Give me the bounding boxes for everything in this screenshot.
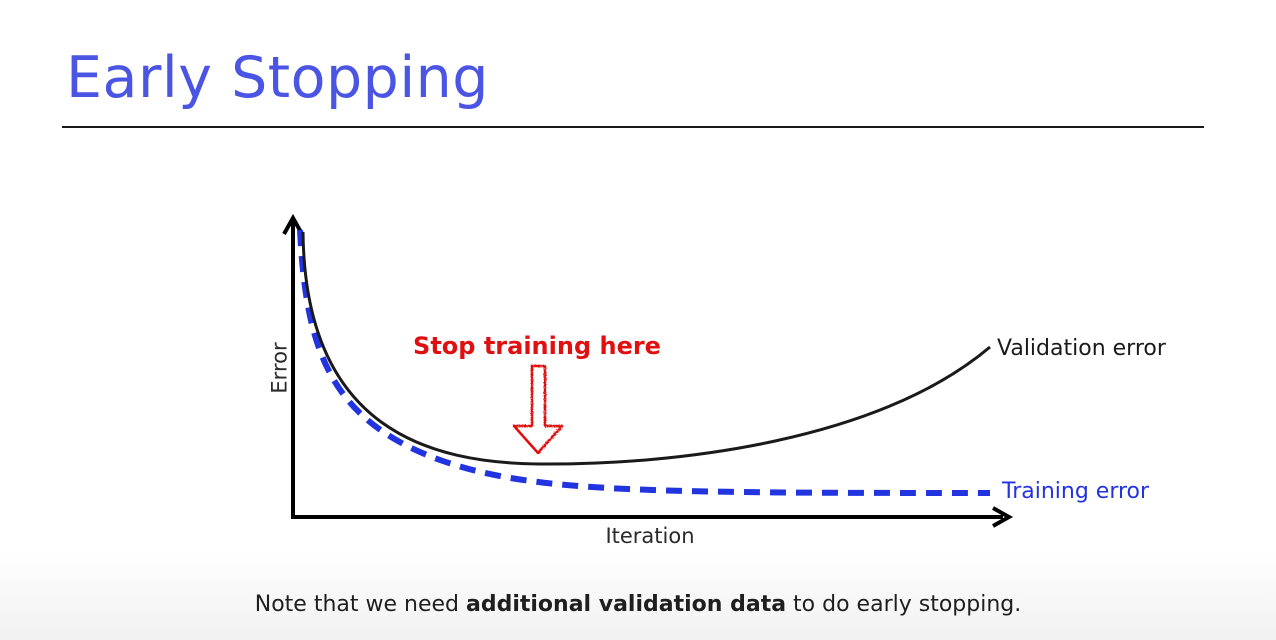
training-label: Training error	[1001, 479, 1150, 504]
y-axis-label: Error	[267, 342, 291, 394]
x-axis-arrowhead	[992, 506, 1014, 528]
footnote: Note that we need additional validation …	[0, 588, 1276, 622]
footnote-emphasis: additional validation data	[465, 592, 787, 617]
callout-text: Stop training here	[413, 332, 661, 360]
training-error-curve	[297, 229, 991, 496]
axes	[282, 213, 1014, 528]
slide-title: Early Stopping	[66, 45, 489, 111]
down-arrow-icon	[512, 364, 564, 455]
x-axis-label: Iteration	[605, 524, 694, 548]
validation-label: Validation error	[997, 336, 1167, 361]
title-divider	[62, 126, 1204, 128]
validation-error-curve	[301, 231, 991, 466]
footnote-suffix: to do early stopping.	[786, 592, 1022, 617]
y-axis-arrowhead	[282, 213, 304, 235]
footnote-prefix: Note that we need	[254, 592, 466, 617]
